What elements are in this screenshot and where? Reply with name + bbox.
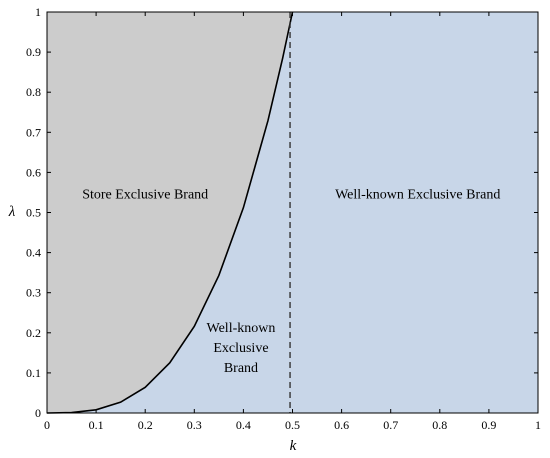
x-axis-label: k: [290, 438, 297, 454]
region-label-store: Store Exclusive Brand: [82, 187, 208, 202]
region-label-wellknown-middle-line: Exclusive: [213, 341, 268, 356]
x-tick-label: 1: [535, 418, 541, 432]
region-label-wellknown-right: Well-known Exclusive Brand: [335, 187, 500, 202]
y-tick-label: 1: [35, 5, 41, 19]
x-tick-label: 0.9: [481, 418, 496, 432]
x-tick-label: 0.7: [383, 418, 398, 432]
y-tick-label: 0.7: [26, 125, 41, 139]
y-tick-label: 0.8: [26, 85, 41, 99]
y-tick-label: 0.1: [26, 366, 41, 380]
y-axis-label: λ: [8, 204, 16, 220]
y-tick-label: 0.6: [26, 165, 41, 179]
y-tick-label: 0.2: [26, 326, 41, 340]
y-tick-label: 0.3: [26, 286, 41, 300]
region-label-wellknown-middle-line: Brand: [224, 361, 258, 376]
y-tick-label: 0.4: [26, 246, 41, 260]
y-tick-label: 0.9: [26, 45, 41, 59]
x-tick-label: 0.4: [236, 418, 251, 432]
x-tick-label: 0: [44, 418, 50, 432]
y-tick-label: 0: [35, 406, 41, 420]
x-tick-label: 0.1: [89, 418, 104, 432]
region-store-exclusive: [47, 12, 293, 413]
region-label-wellknown-middle-line: Well-known: [207, 321, 276, 336]
x-tick-label: 0.2: [138, 418, 153, 432]
boundary-curve: [46, 11, 294, 414]
x-tick-label: 0.5: [285, 418, 300, 432]
x-tick-label: 0.6: [334, 418, 349, 432]
x-tick-label: 0.3: [187, 418, 202, 432]
x-tick-label: 0.8: [432, 418, 447, 432]
y-tick-label: 0.5: [26, 206, 41, 220]
